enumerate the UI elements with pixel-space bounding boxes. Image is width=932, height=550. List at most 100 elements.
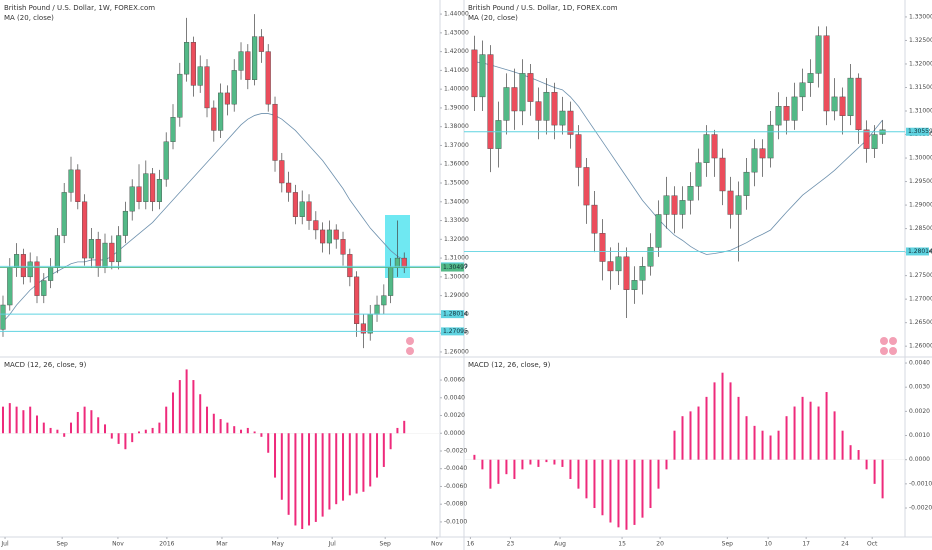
macd-bar [481, 459, 484, 470]
level-tag [906, 127, 929, 136]
x-tick-label: Jul [328, 541, 337, 548]
macd-bar [713, 382, 716, 460]
y-tick-label: 0.0040 [444, 394, 465, 401]
candle-body [333, 229, 339, 240]
candle-body [583, 167, 590, 206]
candle-body [575, 134, 582, 168]
level-label: 1.27095 [443, 328, 468, 335]
candle-body [639, 266, 646, 281]
macd-bar [192, 380, 195, 434]
candle-body [20, 254, 26, 278]
candle-body [326, 229, 333, 244]
macd-bar [369, 433, 372, 487]
y-tick-label: -0.0040 [444, 465, 467, 472]
macd-bar [382, 433, 385, 467]
candle-body [184, 42, 190, 75]
y-tick-label: 0.0000 [909, 456, 930, 463]
x-tick-label: 24 [841, 541, 849, 548]
candle-body [286, 182, 292, 193]
event-icon [406, 347, 414, 355]
y-tick-label: 0.0020 [444, 412, 465, 419]
y-tick-label: -0.0010 [909, 480, 932, 487]
y-tick-label: 1.29000 [444, 292, 469, 299]
y-tick-label: 1.37000 [444, 142, 469, 149]
macd-bar [83, 406, 86, 434]
y-tick-label: 1.27500 [909, 272, 932, 279]
candle-body [847, 77, 854, 116]
macd-bar [362, 433, 365, 492]
candle-body [54, 235, 60, 268]
macd-bar [199, 394, 202, 434]
candle-body [354, 276, 360, 324]
candle-body [839, 96, 846, 116]
candle-body [367, 314, 373, 334]
candle-body [381, 295, 387, 306]
candle-body [177, 73, 183, 118]
y-tick-label: 1.36000 [444, 161, 469, 168]
level-tag [441, 310, 464, 319]
candle-body [27, 261, 33, 278]
macd-bar [8, 403, 11, 434]
macd-bar [617, 459, 620, 528]
candle-body [306, 201, 312, 221]
macd-bar [49, 427, 52, 434]
candle-body [231, 70, 237, 105]
macd-bar [124, 433, 127, 450]
y-tick-label: 1.32500 [909, 37, 932, 44]
candle-body [591, 204, 598, 234]
candle-body [655, 214, 662, 248]
macd-bar [497, 459, 500, 484]
candle-body [743, 171, 750, 196]
candle-body [703, 134, 710, 163]
macd-bar [389, 433, 392, 450]
macd-bar [473, 454, 476, 460]
macd-bar [545, 459, 548, 463]
candle-body [252, 36, 258, 80]
candle-body [95, 239, 101, 268]
macd-bar [489, 459, 492, 489]
candle-body [799, 82, 806, 98]
pane-title: British Pound / U.S. Dollar, 1D, FOREX.c… [468, 4, 618, 12]
macd-bar [857, 450, 860, 460]
candle-body [41, 280, 47, 296]
macd-bar [841, 430, 844, 460]
x-tick-label: 16 [467, 541, 475, 548]
candle-body [360, 323, 367, 334]
macd-bar [206, 406, 209, 434]
y-tick-label: 1.31000 [444, 255, 469, 262]
candle-body [535, 101, 542, 121]
candle-body [238, 51, 244, 71]
macd-bar [633, 459, 636, 525]
candle-body [34, 261, 40, 296]
macd-bar [873, 459, 876, 484]
macd-bar [737, 396, 740, 460]
x-tick-label: 23 [507, 541, 515, 548]
event-icons [406, 337, 897, 355]
candle-body [719, 157, 726, 192]
macd-bar [226, 422, 229, 434]
macd-bar [219, 419, 222, 434]
macd-bar [689, 411, 692, 460]
macd-bar [69, 422, 72, 434]
y-tick-label: 0.0000 [444, 430, 465, 437]
candle-body [82, 201, 88, 259]
candle-body [122, 210, 128, 236]
candle-body [156, 179, 162, 202]
macd-bar [131, 433, 134, 443]
macd-bar [63, 433, 66, 437]
ma-line [2, 113, 405, 323]
macd-bar [505, 459, 508, 475]
candle-body [543, 91, 550, 121]
y-tick-label: 1.26500 [909, 319, 932, 326]
x-tick-label: Sep [722, 541, 734, 548]
macd-bar [537, 459, 540, 467]
macd-bar [833, 411, 836, 460]
candle-body [759, 148, 766, 159]
macd-bar [697, 406, 700, 460]
macd-bar [308, 433, 311, 526]
macd-bar [641, 459, 644, 518]
macd-bar [593, 459, 596, 509]
y-tick-label: 1.29000 [909, 202, 932, 209]
